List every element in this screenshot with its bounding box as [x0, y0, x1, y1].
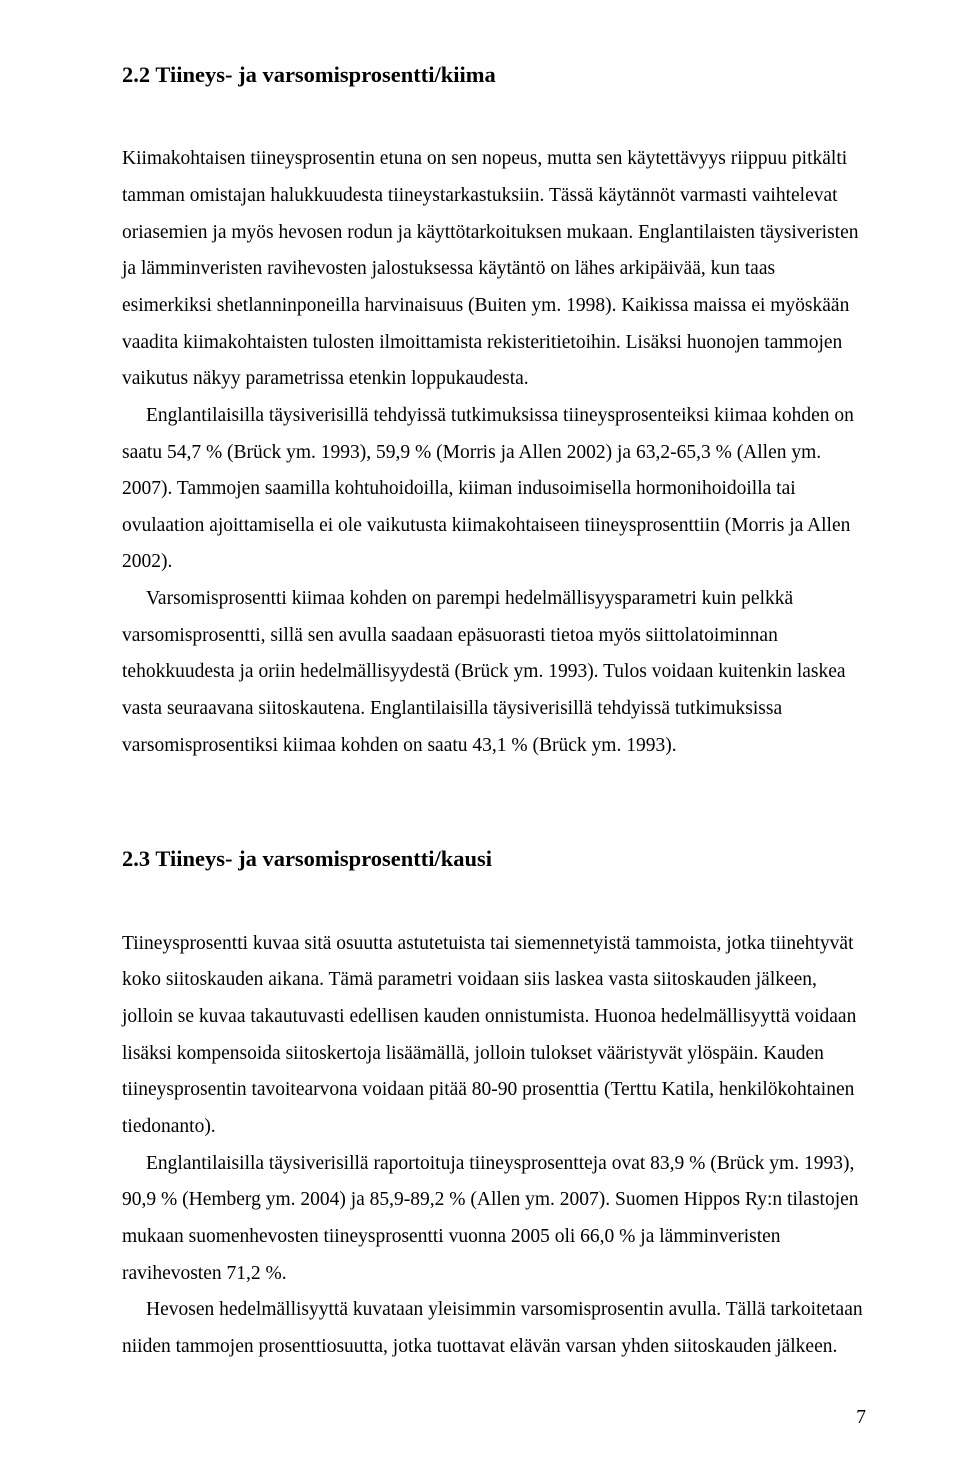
section-heading-2-3: 2.3 Tiineys- ja varsomisprosentti/kausi — [122, 844, 866, 873]
section-heading-2-2: 2.2 Tiineys- ja varsomisprosentti/kiima — [122, 60, 866, 89]
paragraph: Englantilaisilla täysiverisillä tehdyiss… — [122, 398, 866, 581]
paragraph: Englantilaisilla täysiverisillä raportoi… — [122, 1146, 866, 1293]
paragraph: Kiimakohtaisen tiineysprosentin etuna on… — [122, 141, 866, 398]
paragraph: Varsomisprosentti kiimaa kohden on parem… — [122, 581, 866, 764]
paragraph: Tiineysprosentti kuvaa sitä osuutta astu… — [122, 926, 866, 1146]
paragraph: Hevosen hedelmällisyyttä kuvataan yleisi… — [122, 1292, 866, 1365]
page-number: 7 — [856, 1407, 866, 1429]
